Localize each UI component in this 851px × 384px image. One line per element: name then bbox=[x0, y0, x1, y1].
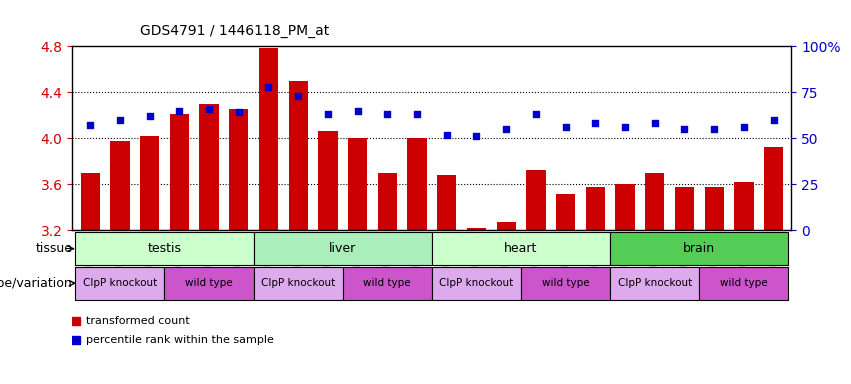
Point bbox=[767, 117, 780, 123]
Text: wild type: wild type bbox=[363, 278, 411, 288]
Bar bbox=[526, 170, 545, 230]
Bar bbox=[431, 267, 521, 300]
Point bbox=[500, 126, 513, 132]
Text: GDS4791 / 1446118_PM_at: GDS4791 / 1446118_PM_at bbox=[140, 25, 329, 38]
Text: wild type: wild type bbox=[542, 278, 590, 288]
Bar bbox=[431, 232, 610, 265]
Bar bbox=[169, 114, 189, 230]
Bar bbox=[675, 187, 694, 230]
Text: heart: heart bbox=[505, 242, 538, 255]
Bar bbox=[556, 194, 575, 230]
Point bbox=[529, 111, 543, 118]
Bar bbox=[348, 138, 368, 230]
Text: genotype/variation: genotype/variation bbox=[0, 277, 72, 290]
Point bbox=[737, 124, 751, 130]
Bar bbox=[75, 232, 254, 265]
Text: percentile rank within the sample: percentile rank within the sample bbox=[86, 335, 274, 345]
Bar bbox=[288, 81, 308, 230]
Bar bbox=[700, 267, 789, 300]
Bar bbox=[610, 232, 789, 265]
Bar bbox=[259, 48, 278, 230]
Bar bbox=[254, 267, 343, 300]
Point bbox=[707, 126, 721, 132]
Point bbox=[410, 111, 424, 118]
Point bbox=[232, 109, 246, 116]
Bar bbox=[164, 267, 254, 300]
Text: wild type: wild type bbox=[186, 278, 233, 288]
Bar bbox=[111, 141, 129, 230]
Bar bbox=[81, 173, 100, 230]
Bar bbox=[615, 184, 635, 230]
Bar bbox=[199, 104, 219, 230]
Point bbox=[113, 117, 127, 123]
Bar bbox=[318, 131, 338, 230]
Point bbox=[559, 124, 573, 130]
Bar bbox=[229, 109, 248, 230]
Point bbox=[203, 106, 216, 112]
Bar bbox=[705, 187, 724, 230]
Bar bbox=[764, 147, 783, 230]
Text: tissue: tissue bbox=[36, 242, 72, 255]
Point bbox=[380, 111, 394, 118]
Bar bbox=[734, 182, 753, 230]
Text: ClpP knockout: ClpP knockout bbox=[618, 278, 692, 288]
Point bbox=[83, 122, 97, 128]
Point bbox=[351, 108, 364, 114]
Text: ClpP knockout: ClpP knockout bbox=[261, 278, 335, 288]
Point bbox=[321, 111, 334, 118]
Text: ClpP knockout: ClpP knockout bbox=[83, 278, 157, 288]
Point bbox=[440, 131, 454, 137]
Point bbox=[173, 108, 186, 114]
Bar bbox=[437, 175, 456, 230]
Bar bbox=[343, 267, 431, 300]
Bar bbox=[378, 173, 397, 230]
Text: liver: liver bbox=[329, 242, 357, 255]
Text: wild type: wild type bbox=[720, 278, 768, 288]
Text: testis: testis bbox=[147, 242, 181, 255]
Point bbox=[589, 121, 603, 127]
Point bbox=[261, 84, 275, 90]
Bar bbox=[75, 267, 164, 300]
Bar bbox=[610, 267, 700, 300]
Bar bbox=[496, 222, 516, 230]
Bar bbox=[585, 187, 605, 230]
Bar bbox=[408, 138, 426, 230]
Bar bbox=[254, 232, 431, 265]
Text: transformed count: transformed count bbox=[86, 316, 190, 326]
Bar bbox=[521, 267, 610, 300]
Point bbox=[677, 126, 691, 132]
Bar bbox=[467, 228, 486, 230]
Text: brain: brain bbox=[683, 242, 716, 255]
Point bbox=[470, 133, 483, 139]
Point bbox=[291, 93, 305, 99]
Text: ClpP knockout: ClpP knockout bbox=[439, 278, 514, 288]
Bar bbox=[645, 173, 665, 230]
Point bbox=[648, 121, 661, 127]
Bar bbox=[140, 136, 159, 230]
Point bbox=[143, 113, 157, 119]
Point bbox=[618, 124, 631, 130]
